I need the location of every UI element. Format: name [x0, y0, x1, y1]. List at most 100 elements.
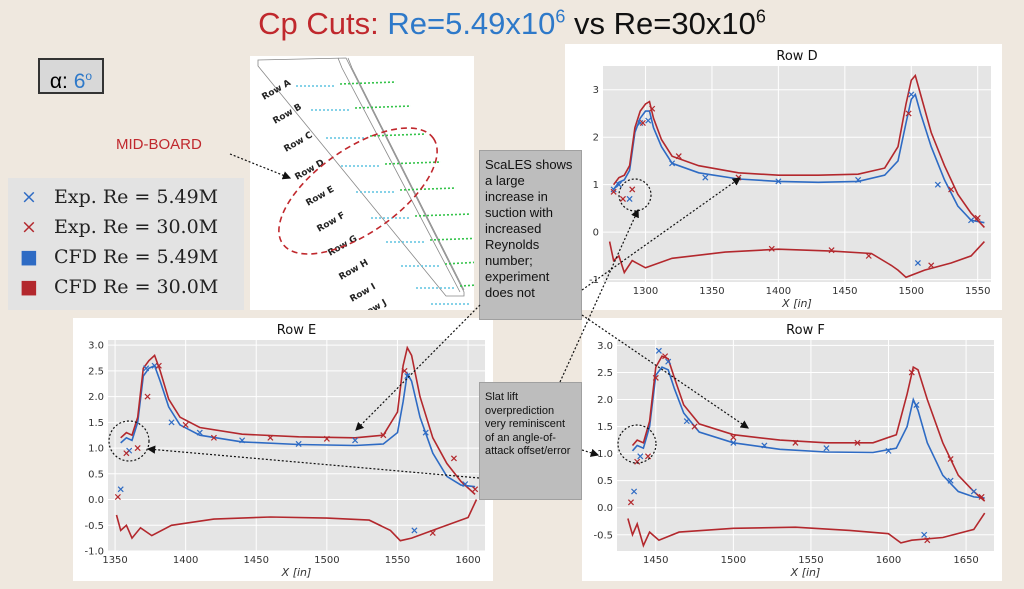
title-re-low: Re=5.49x106: [387, 6, 565, 41]
exp-marker: [921, 531, 928, 538]
exp-marker: [948, 186, 955, 193]
wing-row-label: Row A: [261, 78, 293, 102]
wing-row-taps: [399, 187, 457, 191]
exp-marker: [472, 486, 479, 493]
wing-row-label: Row F: [316, 211, 348, 235]
exp-marker: [823, 445, 830, 452]
y-tick-label: 1: [593, 180, 599, 191]
y-tick-label: 0: [593, 228, 599, 239]
exp-marker: [761, 442, 768, 449]
alpha-box: α: 6o: [38, 58, 104, 94]
exp-marker: [854, 439, 861, 446]
exp-marker: [267, 434, 274, 441]
wing-row-label: Row B: [272, 102, 304, 126]
legend-marker: ■: [20, 246, 38, 268]
wing-slat-line: [337, 57, 461, 293]
x-tick-label: 1450: [832, 286, 857, 297]
x-tick-label: 1450: [643, 555, 668, 566]
y-tick-label: -1: [589, 275, 599, 286]
legend-entry: × Exp. Re = 30.0M: [18, 216, 218, 238]
exp-marker: [196, 429, 203, 436]
title-part1: Cp Cuts:: [258, 6, 379, 41]
x-tick-label: 1600: [876, 555, 901, 566]
alpha-value: 6o: [73, 69, 92, 93]
chart-row-f-svg: 1450 1500 1550 1600 1650 -0.5 0.0 0.5 1.0 1.5 2.0 2…: [593, 323, 994, 579]
x-axis-label: X [in]: [281, 566, 312, 579]
exp-marker: [143, 365, 150, 372]
exp-marker: [323, 435, 330, 442]
y-tick-label: -1.0: [84, 547, 104, 558]
wing-planform-diagram: Row A Row B Row C Row D Row E Row F Row G Row H…: [250, 56, 512, 321]
exp-marker: [631, 488, 638, 495]
scales-note: ScaLES shows a large increase in suction…: [479, 150, 582, 320]
x-tick-label: 1400: [766, 286, 791, 297]
x-tick-label: 1500: [721, 555, 746, 566]
exp-marker: [462, 481, 469, 488]
title-re-high-exp: 6: [755, 6, 766, 27]
exp-marker: [855, 176, 862, 183]
chart-row-d-svg: 1300 1350 1400 1450 1500 1550 -1 0 1 2 3 Row D X [in…: [589, 49, 991, 310]
y-tick-label: -0.5: [593, 530, 613, 541]
x-tick-label: 1650: [953, 555, 978, 566]
wing-row-label: Row H: [338, 258, 371, 283]
exp-marker: [155, 362, 162, 369]
legend-entry: ■ CFD Re = 30.0M: [18, 276, 218, 298]
exp-marker: [768, 245, 775, 252]
wing-row-taps: [354, 105, 412, 109]
chart-row-f: 1450 1500 1550 1600 1650 -0.5 0.0 0.5 1.0 1.5 2.0 2…: [582, 318, 1002, 581]
chart-title: Row E: [277, 323, 316, 338]
legend-entry: ■ CFD Re = 5.49M: [18, 246, 218, 268]
x-axis-label: X [in]: [790, 566, 821, 579]
wing-row-taps: [414, 213, 472, 217]
x-tick-label: 1350: [102, 555, 127, 566]
wing-row-label: Row D: [294, 158, 327, 183]
legend-label: Exp. Re = 30.0M: [54, 216, 219, 238]
wing-row-label: Row I: [349, 282, 378, 305]
x-tick-label: 1500: [314, 555, 339, 566]
exp-marker: [865, 252, 872, 259]
wing-row-taps: [384, 161, 442, 165]
title-re-high-base: Re=30x10: [613, 6, 756, 41]
midboard-label: MID-BOARD: [116, 136, 202, 153]
exp-marker: [974, 214, 981, 221]
y-tick-label: 2: [593, 133, 599, 144]
chart-title: Row F: [786, 323, 825, 338]
y-tick-label: 2.5: [597, 368, 613, 379]
y-tick-label: 1.5: [597, 422, 613, 433]
exp-marker: [627, 499, 634, 506]
alpha-value-number: 6: [73, 70, 86, 93]
chart-row-e: 1350 1400 1450 1500 1550 1600 -1.0 -0.5 0.0 0.5 1.…: [73, 318, 493, 581]
y-tick-label: 3.0: [88, 341, 104, 352]
legend: × Exp. Re = 5.49M × Exp. Re = 30.0M ■ CFD Re …: [8, 178, 244, 310]
exp-marker: [182, 421, 189, 428]
wing-row-taps: [429, 237, 487, 241]
exp-marker: [828, 247, 835, 254]
exp-marker: [730, 434, 737, 441]
legend-marker: ×: [21, 186, 37, 208]
title-re-high: Re=30x106: [614, 6, 766, 41]
exp-marker: [168, 419, 175, 426]
exp-marker: [411, 527, 418, 534]
chart-title: Row D: [776, 49, 817, 64]
exp-marker: [669, 160, 676, 167]
y-tick-label: 2.0: [597, 395, 613, 406]
legend-entry: × Exp. Re = 5.49M: [18, 186, 218, 208]
y-tick-label: 2.0: [88, 392, 104, 403]
y-tick-label: 1.5: [88, 418, 104, 429]
chart-row-d: 1300 1350 1400 1450 1500 1550 -1 0 1 2 3 Row D X [in…: [565, 44, 1002, 310]
wing-flap-line: [347, 57, 465, 291]
alpha-symbol: α:: [49, 70, 68, 93]
y-tick-label: 0.0: [88, 495, 104, 506]
exp-marker: [144, 393, 151, 400]
y-tick-label: -0.5: [84, 521, 104, 532]
x-tick-label: 1550: [965, 286, 990, 297]
exp-marker: [928, 262, 935, 269]
wing-outline: [257, 57, 465, 297]
exp-marker: [913, 401, 920, 408]
wing-row-taps: [369, 133, 427, 137]
y-tick-label: 0.0: [597, 503, 613, 514]
exp-marker: [792, 439, 799, 446]
exp-marker: [914, 259, 921, 267]
legend-label: Exp. Re = 5.49M: [54, 186, 219, 208]
